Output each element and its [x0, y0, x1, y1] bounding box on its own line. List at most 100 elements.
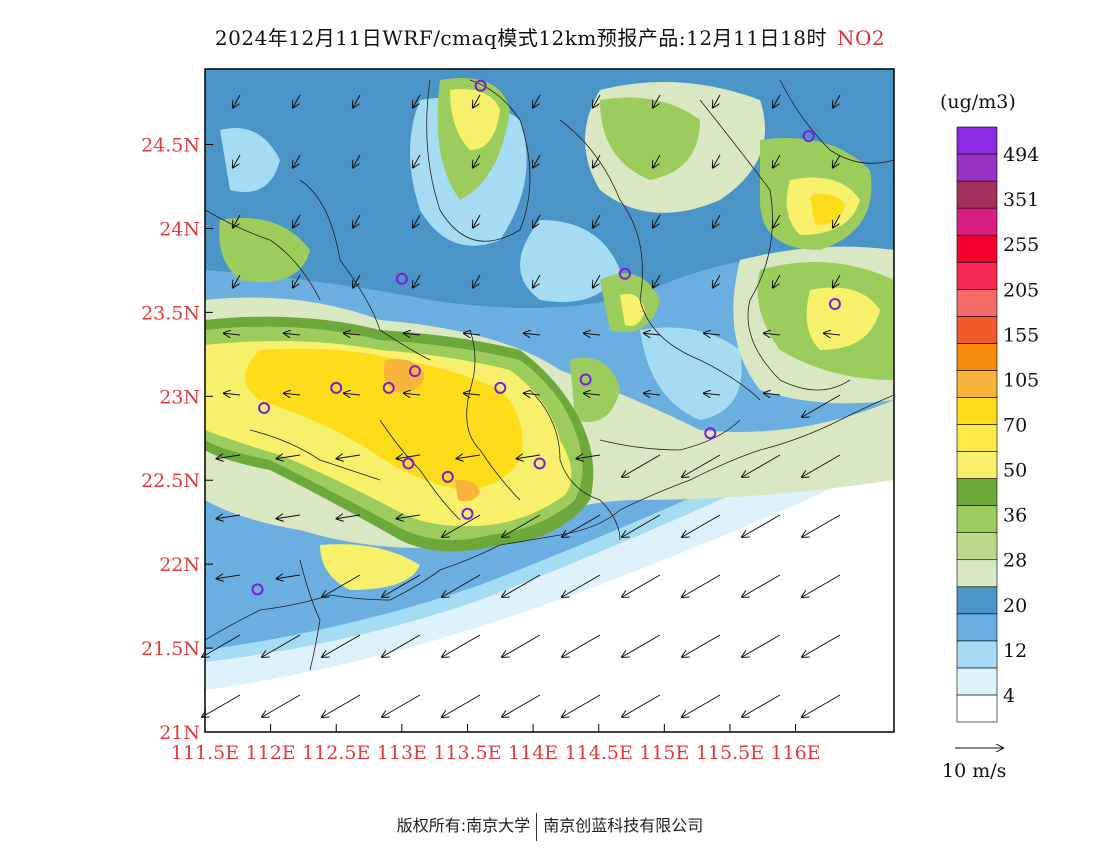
- footer-left: 版权所有:南京大学: [396, 816, 531, 835]
- station-marker: [494, 381, 507, 394]
- wind-arrow: [457, 455, 481, 459]
- wind-arrow: [682, 574, 721, 597]
- longitude-axis: 111.5E 112E 112.5E 113E 113.5E 114E 114.5E 115E…: [171, 724, 821, 764]
- wind-arrow: [502, 694, 541, 717]
- wind-arrow: [562, 574, 601, 597]
- colorbar-swatch: [956, 694, 998, 723]
- wind-arrow: [262, 634, 301, 657]
- wind-arrow: [833, 274, 841, 288]
- colorbar-label: 155: [1003, 324, 1039, 346]
- colorbar-label: 12: [1003, 640, 1027, 662]
- wind-arrow: [802, 394, 841, 417]
- admin-boundaries: [205, 79, 894, 671]
- wind-arrow: [502, 514, 541, 537]
- wind-arrow: [742, 454, 781, 477]
- station-marker: [474, 79, 487, 92]
- station-marker: [395, 272, 408, 285]
- monitoring-stations: [251, 79, 841, 596]
- footer-right: 南京创蓝科技有限公司: [543, 816, 704, 835]
- wind-arrow: [293, 214, 301, 228]
- colorbar-label: 105: [1003, 369, 1039, 391]
- wind-arrow: [382, 634, 421, 657]
- wind-arrow: [682, 694, 721, 717]
- wind-arrow: [217, 455, 241, 459]
- wind-arrow: [802, 694, 841, 717]
- colorbar-swatch: [956, 153, 998, 182]
- wind-arrow: [413, 274, 421, 288]
- wind-arrow: [622, 694, 661, 717]
- station-marker: [618, 267, 631, 280]
- wind-arrow: [773, 274, 781, 288]
- wind-arrow: [682, 454, 721, 477]
- colorbar-swatch: [956, 126, 998, 155]
- x-tick-label: 116E: [771, 742, 821, 764]
- x-tick-label: 112E: [246, 742, 296, 764]
- wind-vectors: [202, 94, 841, 717]
- wind-arrow: [397, 515, 421, 519]
- wind-arrow: [202, 694, 241, 717]
- wind-arrow: [442, 634, 481, 657]
- wind-arrow: [622, 454, 661, 477]
- wind-arrow: [764, 393, 781, 395]
- colorbar-swatch: [956, 343, 998, 371]
- station-marker: [441, 470, 454, 483]
- wind-arrow: [404, 393, 421, 395]
- wind-arrow: [802, 514, 841, 537]
- colorbar-label: 36: [1003, 505, 1027, 527]
- wind-arrow: [713, 274, 721, 288]
- wind-arrow: [262, 694, 301, 717]
- x-tick-label: 115.5E: [696, 742, 764, 764]
- colorbar-swatch: [956, 532, 998, 561]
- wind-arrow: [682, 514, 721, 537]
- wind-arrow: [277, 575, 301, 579]
- wind-arrow: [833, 214, 841, 228]
- wind-arrow: [682, 634, 721, 657]
- wind-arrow: [713, 94, 721, 108]
- colorbar-swatch: [956, 613, 998, 642]
- y-tick-label: 21N: [159, 722, 200, 744]
- wind-arrow: [233, 154, 241, 168]
- wind-arrow: [713, 214, 721, 228]
- colorbar-swatch: [956, 234, 998, 263]
- wind-arrow: [442, 514, 481, 537]
- y-tick-label: 24N: [159, 218, 200, 240]
- wind-arrow: [802, 634, 841, 657]
- wind-arrow: [833, 94, 841, 108]
- station-marker: [579, 373, 592, 386]
- wind-arrow: [802, 454, 841, 477]
- wind-arrow: [533, 214, 541, 228]
- copyright-footer: 版权所有:南京大学 南京创蓝科技有限公司: [0, 812, 1100, 841]
- wind-arrow: [824, 333, 841, 335]
- map-frame: [204, 68, 895, 733]
- colorbar-label: 28: [1003, 550, 1027, 572]
- wind-arrow: [577, 455, 601, 459]
- pollutant-label: NO2: [836, 26, 886, 50]
- y-tick-label: 23.5N: [141, 302, 200, 324]
- y-tick-label: 22.5N: [141, 470, 200, 492]
- wind-arrow: [622, 574, 661, 597]
- wind-arrow: [653, 214, 661, 228]
- wind-arrow: [622, 514, 661, 537]
- wind-arrow: [337, 515, 361, 519]
- station-marker: [251, 583, 264, 596]
- wind-arrow: [224, 333, 241, 335]
- wind-arrow: [277, 515, 301, 519]
- station-marker: [533, 457, 546, 470]
- wind-arrow: [473, 154, 481, 168]
- wind-arrow: [562, 634, 601, 657]
- colorbar-swatch: [956, 451, 998, 479]
- station-marker: [704, 427, 717, 440]
- station-marker: [802, 130, 815, 143]
- wind-arrow: [293, 154, 301, 168]
- colorbar-swatch: [956, 505, 998, 533]
- wind-arrow: [704, 333, 721, 335]
- x-tick-label: 113.5E: [433, 742, 501, 764]
- wind-arrow: [584, 333, 601, 335]
- wind-arrow: [442, 694, 481, 717]
- x-tick-label: 115E: [639, 742, 689, 764]
- wind-arrow: [517, 455, 541, 459]
- wind-arrow: [473, 214, 481, 228]
- colorbar-swatch: [956, 316, 998, 344]
- footer-separator: [536, 812, 538, 841]
- wind-arrow: [353, 214, 361, 228]
